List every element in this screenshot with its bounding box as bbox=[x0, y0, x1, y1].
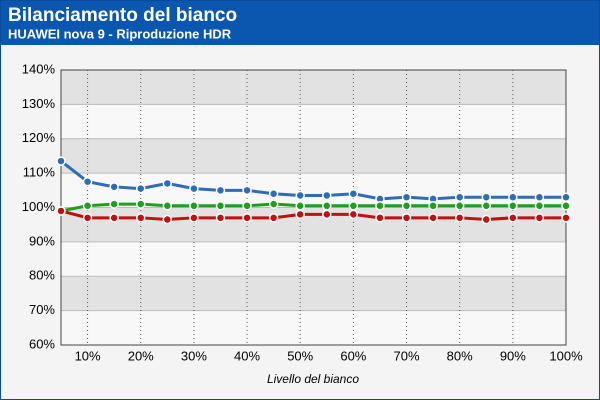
point bbox=[56, 156, 66, 166]
point bbox=[295, 190, 305, 201]
chart-title: Bilanciamento del bianco bbox=[8, 5, 237, 26]
grid-band bbox=[61, 138, 566, 174]
point bbox=[322, 190, 332, 201]
point bbox=[215, 213, 226, 223]
x-tick-label: 80% bbox=[447, 348, 473, 363]
y-tick-label: 130% bbox=[22, 96, 56, 111]
point bbox=[109, 199, 119, 209]
point bbox=[268, 213, 279, 223]
chart-subtitle: HUAWEI nova 9 - Riproduzione HDR bbox=[8, 26, 232, 41]
point bbox=[109, 213, 119, 223]
point bbox=[561, 192, 571, 202]
point bbox=[109, 182, 119, 192]
point bbox=[428, 201, 438, 211]
x-tick-label: 30% bbox=[181, 348, 207, 363]
x-tick-label: 60% bbox=[340, 348, 366, 363]
point bbox=[508, 213, 518, 223]
point bbox=[534, 213, 545, 223]
point bbox=[215, 185, 226, 196]
point bbox=[561, 213, 571, 223]
point bbox=[348, 189, 359, 199]
grid-band bbox=[61, 207, 566, 242]
y-tick-label: 80% bbox=[29, 268, 55, 283]
point bbox=[348, 209, 359, 220]
point bbox=[135, 199, 146, 209]
x-tick-label: 90% bbox=[500, 348, 526, 363]
x-tick-label: 10% bbox=[75, 348, 101, 363]
point bbox=[322, 209, 332, 220]
point bbox=[375, 201, 385, 211]
point bbox=[162, 214, 173, 225]
point bbox=[428, 213, 438, 223]
point bbox=[454, 201, 465, 211]
point bbox=[481, 201, 492, 211]
point bbox=[481, 214, 492, 225]
point bbox=[401, 201, 412, 211]
point bbox=[295, 201, 305, 211]
y-tick-label: 140% bbox=[22, 61, 56, 76]
point bbox=[268, 199, 279, 209]
x-tick-label: 70% bbox=[394, 348, 420, 363]
point bbox=[135, 183, 146, 194]
point bbox=[561, 201, 571, 211]
point bbox=[454, 213, 465, 223]
y-tick-label: 60% bbox=[29, 336, 55, 351]
x-tick-label: 20% bbox=[128, 348, 154, 363]
point bbox=[82, 201, 93, 211]
header bbox=[1, 1, 599, 45]
point bbox=[534, 201, 545, 211]
point bbox=[401, 213, 412, 223]
point bbox=[242, 201, 252, 211]
point bbox=[295, 209, 305, 220]
y-tick-label: 100% bbox=[22, 199, 56, 214]
grid-band bbox=[61, 70, 566, 105]
point bbox=[82, 213, 93, 223]
point bbox=[189, 201, 199, 211]
point bbox=[189, 183, 199, 194]
point bbox=[481, 192, 492, 202]
point bbox=[375, 213, 385, 223]
x-tick-label: 50% bbox=[287, 348, 313, 363]
point bbox=[135, 213, 146, 223]
point bbox=[242, 185, 252, 196]
point bbox=[401, 192, 412, 202]
point bbox=[348, 201, 359, 211]
y-tick-label: 110% bbox=[23, 165, 56, 180]
point bbox=[242, 213, 252, 223]
point bbox=[268, 189, 279, 199]
x-tick-label: 40% bbox=[234, 348, 260, 363]
point bbox=[82, 176, 93, 187]
point bbox=[56, 206, 66, 216]
y-tick-label: 90% bbox=[29, 233, 55, 248]
point bbox=[454, 192, 465, 202]
point bbox=[322, 201, 332, 211]
point bbox=[508, 192, 518, 202]
grid-band bbox=[61, 276, 566, 311]
x-axis-label: Livello del bianco bbox=[267, 372, 359, 386]
point bbox=[162, 178, 173, 189]
point bbox=[534, 192, 545, 202]
y-tick-label: 70% bbox=[29, 302, 55, 317]
point bbox=[189, 213, 199, 223]
x-tick-label: 100% bbox=[549, 348, 583, 363]
point bbox=[508, 201, 518, 211]
point bbox=[162, 201, 173, 211]
y-tick-label: 120% bbox=[22, 130, 56, 145]
point bbox=[215, 201, 226, 211]
